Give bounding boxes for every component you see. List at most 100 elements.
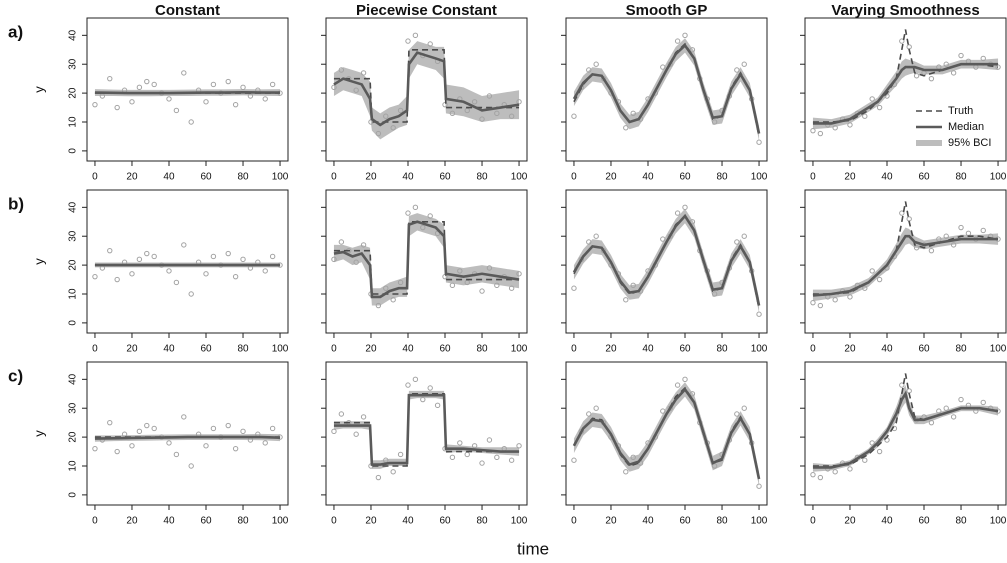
observation — [136, 84, 143, 91]
observation — [449, 282, 456, 289]
plot-area — [810, 201, 1001, 309]
y-axis-label: y — [31, 258, 46, 265]
plot-area — [571, 32, 762, 145]
observation — [232, 101, 239, 108]
observation — [269, 81, 276, 88]
y-tick-label: 0 — [68, 320, 79, 326]
x-tick-label: 40 — [402, 516, 414, 527]
plot-area — [92, 242, 283, 297]
x-tick-label: 40 — [642, 172, 654, 183]
x-tick-label: 80 — [716, 172, 728, 183]
y-tick-label: 20 — [68, 87, 79, 99]
plot-area — [571, 204, 762, 317]
x-tick-label: 100 — [511, 516, 528, 527]
observation — [232, 273, 239, 280]
observation — [92, 273, 98, 280]
observation — [689, 47, 696, 53]
x-tick-label: 80 — [476, 172, 488, 183]
observation — [832, 469, 838, 475]
x-tick-label: 40 — [163, 344, 175, 355]
credible-band — [333, 390, 520, 469]
column-title: Smooth GP — [626, 2, 708, 19]
x-tick-label: 40 — [402, 344, 414, 355]
y-tick-label: 10 — [68, 288, 79, 300]
y-tick-label: 40 — [68, 201, 79, 213]
observation — [375, 130, 382, 137]
y-tick-label: 10 — [68, 116, 79, 128]
observation — [869, 96, 875, 102]
y-tick-label: 40 — [68, 29, 79, 41]
observation — [571, 113, 577, 119]
plot-area — [92, 414, 283, 469]
observation — [832, 125, 838, 131]
x-tick-label: 0 — [92, 516, 98, 527]
observation — [427, 385, 433, 391]
panel: 0 20 40 60 80 100 — [800, 361, 1007, 527]
x-tick-label: 20 — [365, 172, 377, 183]
observation — [810, 127, 816, 134]
x-tick-label: 100 — [272, 172, 289, 183]
x-tick-label: 20 — [365, 344, 377, 355]
observation — [734, 411, 740, 417]
observation — [173, 107, 180, 114]
x-tick-label: 60 — [439, 516, 451, 527]
x-tick-label: 40 — [642, 516, 654, 527]
x-tick-label: 80 — [716, 516, 728, 527]
observation — [876, 448, 883, 455]
observation — [869, 268, 875, 274]
x-tick-label: 60 — [200, 344, 212, 355]
x-tick-label: 40 — [881, 172, 893, 183]
x-tick-label: 80 — [955, 344, 967, 355]
x-tick-label: 20 — [605, 172, 617, 183]
y-tick-label: 10 — [68, 460, 79, 472]
observation — [623, 469, 629, 475]
truth-line — [333, 392, 520, 467]
x-tick-label: 40 — [402, 172, 414, 183]
observation — [494, 110, 500, 117]
observation — [210, 425, 217, 432]
credible-band — [812, 227, 999, 302]
panel: 0 20 40 60 80 100 — [561, 361, 768, 527]
observation — [711, 291, 718, 297]
observation — [375, 474, 382, 481]
observation — [173, 451, 180, 458]
observation — [471, 99, 478, 105]
observation — [471, 443, 478, 449]
y-tick-label: 0 — [68, 492, 79, 498]
x-tick-label: 100 — [511, 172, 528, 183]
observation — [943, 233, 949, 239]
x-tick-label: 60 — [679, 172, 691, 183]
observation — [262, 268, 268, 274]
median-line — [812, 390, 999, 469]
observation — [203, 443, 209, 449]
observation — [928, 75, 935, 82]
x-tick-label: 60 — [439, 344, 451, 355]
x-tick-label: 40 — [881, 344, 893, 355]
observation — [516, 99, 522, 105]
x-tick-label: 0 — [810, 344, 816, 355]
legend-label: Truth — [948, 105, 973, 117]
x-tick-label: 60 — [918, 172, 930, 183]
observation — [479, 116, 485, 122]
plot-area — [571, 376, 762, 489]
observation — [390, 297, 396, 303]
observation — [166, 440, 172, 446]
observation — [486, 265, 493, 271]
observation — [353, 431, 359, 437]
observation — [494, 282, 500, 289]
panel: Piecewise Constant 0 20 40 60 80 100 — [321, 2, 528, 183]
observation — [136, 428, 143, 435]
observation — [876, 276, 883, 283]
observation — [188, 119, 194, 125]
observation — [449, 110, 456, 117]
observation — [928, 247, 935, 254]
observation — [144, 78, 150, 85]
plot-frame — [804, 189, 1007, 334]
plot-frame — [86, 189, 289, 334]
panel: c) y 0 20 40 60 80 100 0 10 20 30 40 — [8, 361, 289, 527]
observation — [674, 38, 681, 44]
median-line — [812, 234, 999, 297]
observation — [756, 483, 762, 489]
observation — [427, 213, 433, 219]
